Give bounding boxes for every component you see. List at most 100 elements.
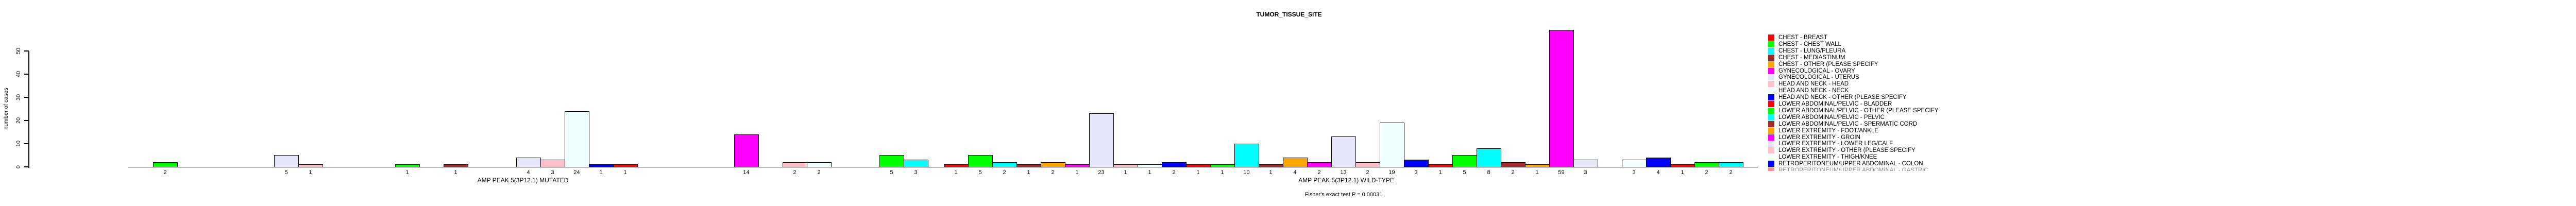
bar-group1-slot18 [540,160,565,167]
legend-item-label: HEAD AND NECK - OTHER (PLEASE SPECIFY [1778,94,1907,101]
bar-count-label: 4 [527,169,530,176]
bar-group2-slot24 [1501,162,1526,167]
legend-color-swatch [1768,81,1774,88]
legend-item-label: GYNECOLOGICAL - UTERUS [1778,74,1859,81]
bar-group2-slot6 [1065,164,1090,167]
legend-color-swatch [1768,141,1774,147]
x-axis-line [128,166,1758,167]
legend-color-swatch [1768,127,1774,134]
legend-color-swatch [1768,54,1774,61]
bar-count-label: 1 [599,169,603,176]
legend-item: LOWER EXTREMITY - LOWER LEG/CALF [1768,141,1985,147]
y-axis-tick [24,50,29,52]
bar-count-label: 4 [1656,169,1660,176]
bar-count-label: 2 [1729,169,1733,176]
bar-group1-slot20 [589,164,614,167]
bar-group2-slot10 [1162,162,1187,167]
legend-item: LOWER ABDOMINAL/PELVIC - OTHER (PLEASE S… [1768,107,1985,114]
bar-group2-slot23 [1477,148,1501,167]
bar-group2-slot22 [1452,155,1477,167]
bar-count-label: 3 [551,169,554,176]
bar-group1-slot2 [153,162,178,167]
legend-item-label: LOWER EXTREMITY - GROIN [1778,134,1860,141]
bar-count-label: 3 [1414,169,1418,176]
legend-color-swatch [1768,167,1774,171]
y-axis-tick [24,120,29,121]
fisher-test-footnote: Fisher's exact test P = 0.00031 [1304,192,1383,198]
bar-count-label: 1 [454,169,457,176]
legend-color-swatch [1768,161,1774,167]
legend-color-swatch [1768,47,1774,54]
legend-item: HEAD AND NECK - HEAD [1768,81,1985,88]
legend-color-swatch [1768,134,1774,141]
legend-item-label: RETROPERITONEUM/UPPER ABDOMINAL - GASTRI… [1778,167,1928,171]
legend-item-label: CHEST - MEDIASTINUM [1778,54,1845,61]
x-group-label-wildtype: AMP PEAK 5(3P12.1) WILD-TYPE [1298,177,1394,184]
legend-item: CHEST - MEDIASTINUM [1768,54,1985,61]
bar-count-label: 14 [743,169,750,176]
bar-group2-slot1 [944,164,969,167]
legend-item: RETROPERITONEUM/UPPER ABDOMINAL - COLON [1768,161,1985,167]
bar-group2-slot8 [1113,164,1138,167]
legend-color-swatch [1768,61,1774,67]
legend-color-swatch [1768,121,1774,127]
bar-count-label: 1 [1148,169,1151,176]
legend-item: GYNECOLOGICAL - OVARY [1768,67,1985,75]
bar-count-label: 13 [1340,169,1347,176]
bar-count-label: 10 [1243,169,1250,176]
bar-group1-slot26 [734,134,759,167]
legend-color-swatch [1768,94,1774,101]
bar-group2-slot15 [1283,158,1308,167]
bar-group2-slot17 [1331,136,1356,167]
y-axis-line [28,50,29,168]
bar-group2-slot4 [1016,164,1041,167]
legend-item-label: LOWER ABDOMINAL/PELVIC - OTHER (PLEASE S… [1778,107,1939,114]
legend-color-swatch [1768,41,1774,47]
bar-group2-slot18 [1355,162,1380,167]
bar-count-label: 2 [1317,169,1321,176]
bar-count-label: 1 [954,169,958,176]
legend-item-label: LOWER EXTREMITY - LOWER LEG/CALF [1778,141,1893,147]
bar-count-label: 1 [1027,169,1030,176]
legend-item: LOWER EXTREMITY - OTHER (PLEASE SPECIFY [1768,147,1985,154]
legend-item: HEAD AND NECK - NECK [1768,88,1985,94]
bar-count-label: 4 [1293,169,1297,176]
chart-title: TUMOR_TISSUE_SITE [1256,11,1322,18]
y-axis-tick-label: 30 [15,94,22,101]
bar-count-label: 2 [1366,169,1369,176]
bar-count-label: 19 [1388,169,1395,176]
legend-item: LOWER ABDOMINAL/PELVIC - SPERMATIC CORD [1768,121,1985,128]
bar-count-label: 2 [1511,169,1515,176]
bar-group1-slot32 [879,155,904,167]
bar-group1-slot33 [904,160,928,167]
bar-group2-slot5 [1041,162,1065,167]
bar-count-label: 5 [284,169,288,176]
legend-color-swatch [1768,74,1774,81]
bar-count-label: 3 [1584,169,1587,176]
y-axis-tick-label: 10 [15,140,22,147]
bar-group2-slot31 [1670,164,1695,167]
legend-item-label: LOWER ABDOMINAL/PELVIC - SPERMATIC CORD [1778,121,1918,127]
bar-group1-slot17 [516,158,541,167]
bar-group2-slot14 [1259,164,1283,167]
bar-count-label: 5 [890,169,893,176]
legend-color-swatch [1768,88,1774,94]
bar-group2-slot21 [1428,164,1453,167]
legend-item-label: CHEST - CHEST WALL [1778,41,1841,47]
legend-item-label: CHEST - OTHER (PLEASE SPECIFY [1778,61,1878,67]
bar-count-label: 2 [1051,169,1055,176]
legend-item: LOWER EXTREMITY - FOOT/ANKLE [1768,127,1985,134]
bar-count-label: 2 [163,169,167,176]
y-axis-tick [24,97,29,98]
bar-group2-slot25 [1525,164,1550,167]
legend-color-swatch [1768,107,1774,114]
bar-group1-slot19 [565,111,589,167]
bar-group2-slot33 [1719,162,1743,167]
legend-item: LOWER EXTREMITY - THIGH/KNEE [1768,154,1985,161]
x-group-label-mutated: AMP PEAK 5(3P12.1) MUTATED [477,177,569,184]
legend-color-swatch [1768,67,1774,74]
bar-group2-slot30 [1646,158,1671,167]
bar-group1-slot29 [807,162,832,167]
bar-count-label: 1 [1438,169,1442,176]
